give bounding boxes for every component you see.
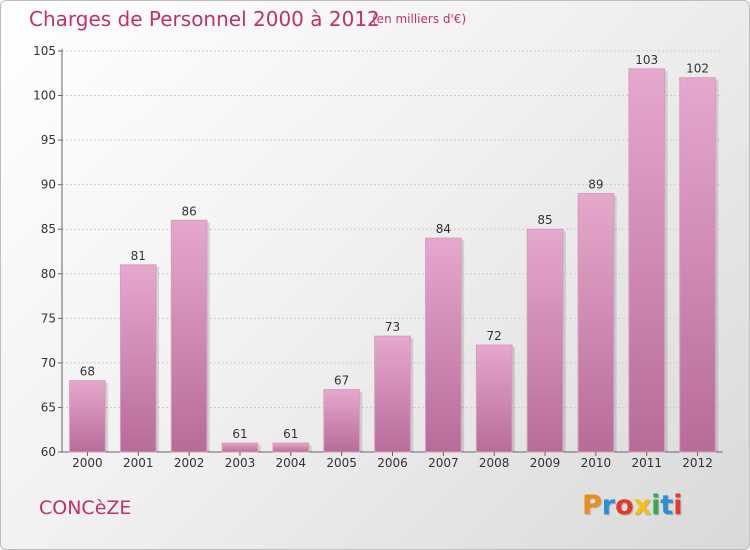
- bar-value-label: 103: [635, 53, 658, 67]
- y-tick-label: 60: [41, 445, 56, 459]
- logo-letter: o: [615, 490, 634, 521]
- bar-value-label: 67: [334, 374, 349, 388]
- y-tick-label: 75: [41, 311, 56, 325]
- x-tick-label: 2001: [123, 456, 154, 470]
- bar-value-label: 81: [131, 249, 146, 263]
- bar-value-label: 85: [537, 213, 552, 227]
- chart-subtitle: (en milliers d'€): [372, 12, 467, 26]
- x-tick-label: 2003: [225, 456, 256, 470]
- x-tick-label: 2002: [174, 456, 205, 470]
- y-tick-label: 65: [41, 400, 56, 414]
- bar: [323, 389, 360, 453]
- x-tick-label: 2007: [428, 456, 459, 470]
- x-tick-label: 2008: [479, 456, 510, 470]
- y-tick-label: 90: [41, 178, 56, 192]
- y-tick-label: 70: [41, 356, 56, 370]
- bar-value-label: 86: [181, 204, 196, 218]
- bar-value-label: 102: [686, 62, 709, 76]
- chart-title: Charges de Personnel 2000 à 2012: [29, 7, 380, 31]
- x-tick-label: 2006: [377, 456, 408, 470]
- bar: [628, 68, 666, 453]
- bar: [69, 380, 106, 453]
- x-tick-label: 2011: [631, 456, 662, 470]
- bar: [425, 237, 462, 453]
- x-tick-label: 2005: [326, 456, 357, 470]
- proxiti-logo: Proxiti: [582, 490, 683, 521]
- bar-value-label: 72: [487, 329, 502, 343]
- bar-value-label: 61: [232, 427, 247, 441]
- y-tick-label: 100: [33, 89, 56, 103]
- x-tick-label: 2012: [682, 456, 713, 470]
- bar: [221, 442, 259, 453]
- bar-value-label: 61: [283, 427, 298, 441]
- x-tick-label: 2000: [72, 456, 103, 470]
- bar: [475, 344, 513, 453]
- bar: [577, 193, 615, 453]
- x-tick-label: 2009: [530, 456, 561, 470]
- commune-name: CONCèZE: [39, 497, 132, 519]
- bar: [119, 264, 157, 453]
- logo-letter: t: [660, 490, 674, 521]
- bar-value-label: 89: [588, 178, 603, 192]
- x-tick-label: 2010: [581, 456, 612, 470]
- y-tick-label: 105: [33, 44, 56, 58]
- logo-letter: P: [582, 490, 602, 521]
- logo-letter: i: [651, 490, 661, 521]
- bar-value-label: 68: [80, 365, 95, 379]
- bar: [272, 442, 310, 453]
- bar: [679, 77, 716, 453]
- logo-letter: r: [601, 490, 616, 521]
- y-tick-label: 80: [41, 267, 56, 281]
- bar: [374, 335, 411, 453]
- bar: [526, 228, 564, 453]
- bar-value-label: 73: [385, 320, 400, 334]
- y-tick-label: 85: [41, 222, 56, 236]
- logo-letter: x: [633, 490, 652, 521]
- bar: [170, 219, 208, 453]
- bar-value-label: 84: [436, 222, 451, 236]
- logo-letter: i: [673, 490, 683, 521]
- y-tick-label: 95: [41, 133, 56, 147]
- x-tick-label: 2004: [276, 456, 307, 470]
